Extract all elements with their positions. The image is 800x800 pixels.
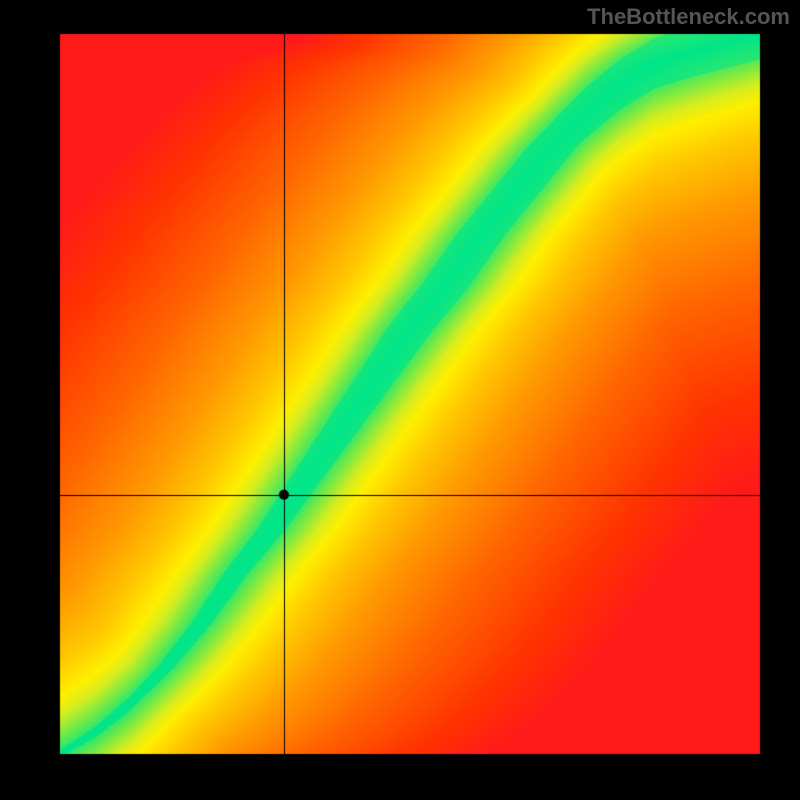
bottleneck-heatmap bbox=[0, 0, 800, 800]
watermark-label: TheBottleneck.com bbox=[587, 4, 790, 30]
